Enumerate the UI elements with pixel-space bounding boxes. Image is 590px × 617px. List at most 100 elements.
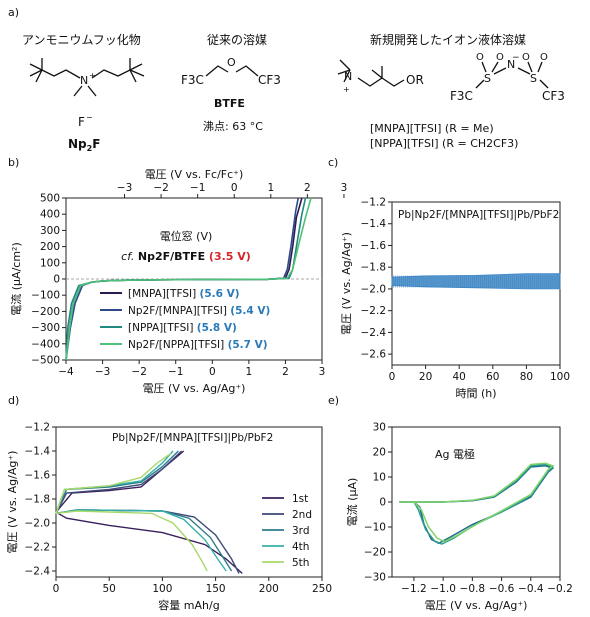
- y-tick-label: −1.6: [25, 470, 51, 482]
- x-tick-label: 200: [259, 583, 279, 595]
- np2f-name: Np2F: [68, 137, 100, 153]
- legend-label-2nd: 2nd: [292, 509, 312, 521]
- discharge-curve-4th: [55, 509, 227, 572]
- y-tick-label: −1.4: [25, 446, 51, 458]
- btfe-boiling-point: 沸点: 63 °C: [203, 120, 263, 133]
- chart-title: Ag 電極: [435, 447, 475, 461]
- x-tick-label: 0: [53, 583, 60, 595]
- x-tick-label: 80: [520, 371, 533, 383]
- discharge-curve-2nd: [55, 509, 240, 574]
- discharge-curve-1st: [55, 511, 243, 574]
- x-axis-label: 時間 (h): [455, 387, 496, 400]
- mnpa-or-group: OR: [406, 73, 424, 87]
- cv-loop-2: [399, 463, 555, 545]
- y-axis-label: 電流 (μA): [345, 478, 359, 527]
- chart-title: Pb|Np2F/[MNPA][TFSI]|Pb/PbF2: [112, 432, 273, 444]
- charge-curve-2nd: [55, 450, 183, 514]
- x-tick-label: −3: [95, 366, 110, 378]
- legend-name: Np2F/[NPPA][TFSI]: [128, 339, 228, 351]
- legend-value: (5.7 V): [228, 339, 268, 351]
- y-tick-label: −1.6: [361, 240, 387, 252]
- x-tick-label: −0.4: [518, 583, 544, 595]
- legend-value: (5.4 V): [230, 305, 270, 317]
- np2f-structure: [29, 58, 145, 97]
- y-tick-label: −2.6: [361, 349, 387, 361]
- x-tick-label: 100: [152, 583, 172, 595]
- panel-a-label: a): [8, 6, 19, 19]
- x2-tick-label: −2: [153, 182, 168, 194]
- y-tick-label: −400: [31, 338, 60, 350]
- legend-label-1st: 1st: [292, 493, 308, 505]
- y-tick-label: −2.2: [361, 305, 387, 317]
- tfsi-oxygen-2: O: [496, 52, 504, 63]
- annotation-cf: cf.: [121, 250, 138, 263]
- discharge-curve-5th: [55, 510, 208, 572]
- np2f-nitrogen: N: [80, 74, 88, 87]
- x-tick-label: 100: [550, 371, 570, 383]
- mnpa-charge-plus: +: [343, 85, 350, 94]
- x-tick-label: 40: [453, 371, 466, 383]
- tfsi-oxygen-1: O: [476, 52, 484, 63]
- x2-tick-label: −3: [117, 182, 132, 194]
- legend-entry-1: [MNPA][TFSI] (5.6 V): [128, 288, 240, 300]
- panel-e-cv-chart: e) −1.2 −1.0 −0.8 −0.6 −0.4 −0.2 −30 −20 −10 0 10 20…: [328, 394, 573, 612]
- legend-entry-4: Np2F/[NPPA][TFSI] (5.7 V): [128, 339, 268, 351]
- y-tick-label: 500: [40, 193, 60, 205]
- x-tick-label: −0.8: [460, 583, 486, 595]
- y-tick-label: 20: [373, 447, 386, 459]
- panel-c-cycling-chart: c) 0 20 40 60 80 100 −2.6 −2.4 −2.2 −2.0 −1.8 −1.6 −1…: [328, 156, 570, 400]
- x-tick-label: 3: [319, 366, 326, 378]
- y-tick-label: −100: [31, 290, 60, 302]
- header-conventional-solvent: 従来の溶媒: [207, 32, 267, 47]
- legend-label-5th: 5th: [292, 557, 309, 569]
- x-tick-label: 20: [419, 371, 432, 383]
- charge-curve-5th: [55, 452, 172, 514]
- y-tick-label: −1.2: [25, 422, 51, 434]
- mnpa-cation-structure: [337, 59, 405, 87]
- annotation-title: 電位窓 (V): [160, 229, 213, 243]
- x-tick-label: 2: [282, 366, 289, 378]
- y-tick-label: −500: [31, 355, 60, 367]
- y-tick-label: 30: [373, 422, 386, 434]
- x-tick-label: −4: [58, 366, 74, 378]
- y-tick-label: −200: [31, 306, 60, 318]
- plot-frame: [55, 426, 323, 578]
- tfsi-anion-structure: [475, 61, 549, 89]
- legend-name: [NPPA][TFSI]: [128, 322, 197, 334]
- series-line-4: [65, 197, 312, 361]
- panel-e-label: e): [328, 394, 339, 407]
- panel-b-potential-window-chart: b)−4 −3 −2 −1 0 1 2 3−500−400−300−200−100010020…: [8, 156, 347, 395]
- y-tick-label: −20: [364, 547, 386, 559]
- tfsi-sulfur-left: S: [484, 72, 491, 85]
- x-tick-label: −0.6: [489, 583, 515, 595]
- tfsi-sulfur-right: S: [530, 72, 537, 85]
- x-tick-label: 150: [206, 583, 226, 595]
- x-tick-label: 0: [209, 366, 216, 378]
- x2-tick-label: 0: [231, 182, 238, 194]
- cv-loop-1: [399, 465, 555, 545]
- y-tick-label: 400: [40, 209, 60, 221]
- x-tick-label: 50: [103, 583, 116, 595]
- y-tick-label: −1.4: [361, 218, 387, 230]
- annotation-label: Np2F/BTFE: [138, 250, 209, 263]
- y-tick-label: −1.8: [25, 494, 51, 506]
- cv-loop-3: [399, 462, 555, 543]
- y-tick-label: 0: [53, 274, 60, 286]
- legend-label-4th: 4th: [292, 541, 309, 553]
- y-tick-label: −1.2: [361, 197, 387, 209]
- charge-curve-3rd: [55, 450, 179, 514]
- legend-value: (5.6 V): [200, 288, 240, 300]
- x-tick-label: 0: [389, 371, 396, 383]
- mnpa-tfsi-definition: [MNPA][TFSI] (R = Me): [370, 122, 494, 135]
- y-tick-label: −2.0: [361, 283, 387, 295]
- header-new-ionic-liquid: 新規開発したイオン液体溶媒: [370, 32, 526, 47]
- x-axis-label: 電圧 (V vs. Ag/Ag⁺): [143, 382, 246, 395]
- y-tick-label: −10: [364, 522, 386, 534]
- panel-d-label: d): [8, 394, 19, 407]
- y-tick-label: 0: [379, 497, 386, 509]
- x-tick-label: 250: [312, 583, 332, 595]
- tfsi-charge-minus: −: [512, 53, 520, 63]
- np2f-charge-plus: +: [89, 71, 96, 80]
- x-tick-label: 60: [486, 371, 499, 383]
